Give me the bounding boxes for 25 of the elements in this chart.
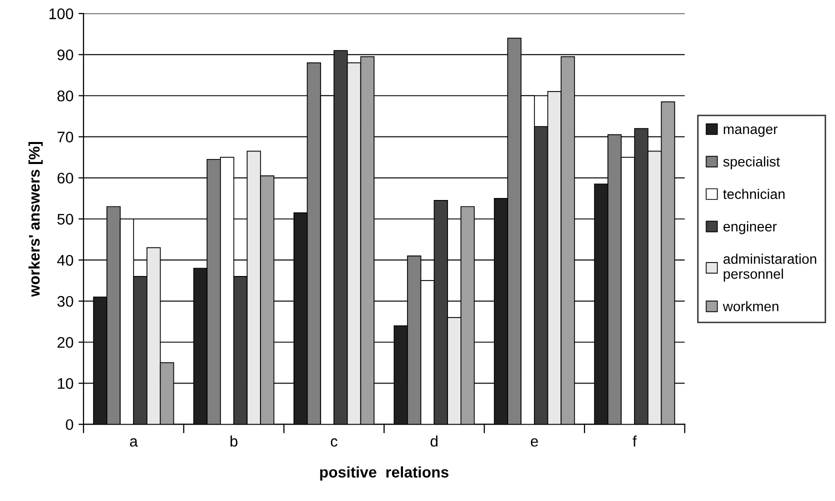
legend-label: manager (724, 126, 778, 137)
y-tick-label: 50 (57, 214, 74, 225)
y-tick-label: 100 (49, 8, 74, 20)
y-tick-label: 30 (57, 296, 74, 307)
x-tick-label: c (330, 438, 338, 447)
legend-label: technician (723, 188, 785, 200)
y-tick-label: 10 (58, 378, 74, 389)
y-tick-label: 60 (58, 172, 74, 184)
y-tick-label: 40 (57, 254, 74, 266)
x-axis-title: positive relations (320, 466, 448, 481)
x-tick-label: f (632, 435, 637, 447)
y-tick-label: 80 (57, 90, 74, 102)
y-tick-label: 0 (66, 419, 74, 430)
legend-label: workmen (722, 301, 778, 312)
y-axis-title: workers' answers [%] (28, 142, 43, 297)
legend-label: specialist (723, 156, 780, 170)
legend-label: engineer (723, 221, 777, 234)
y-tick-label: 90 (58, 49, 74, 60)
legend-label: administaration personnel (723, 254, 816, 282)
x-tick-label: a (130, 438, 138, 447)
y-tick-label: 20 (58, 337, 74, 348)
y-tick-label: 70 (58, 132, 74, 142)
x-tick-label: e (530, 438, 538, 447)
x-tick-label: b (230, 435, 238, 447)
x-tick-label: d (430, 435, 438, 447)
